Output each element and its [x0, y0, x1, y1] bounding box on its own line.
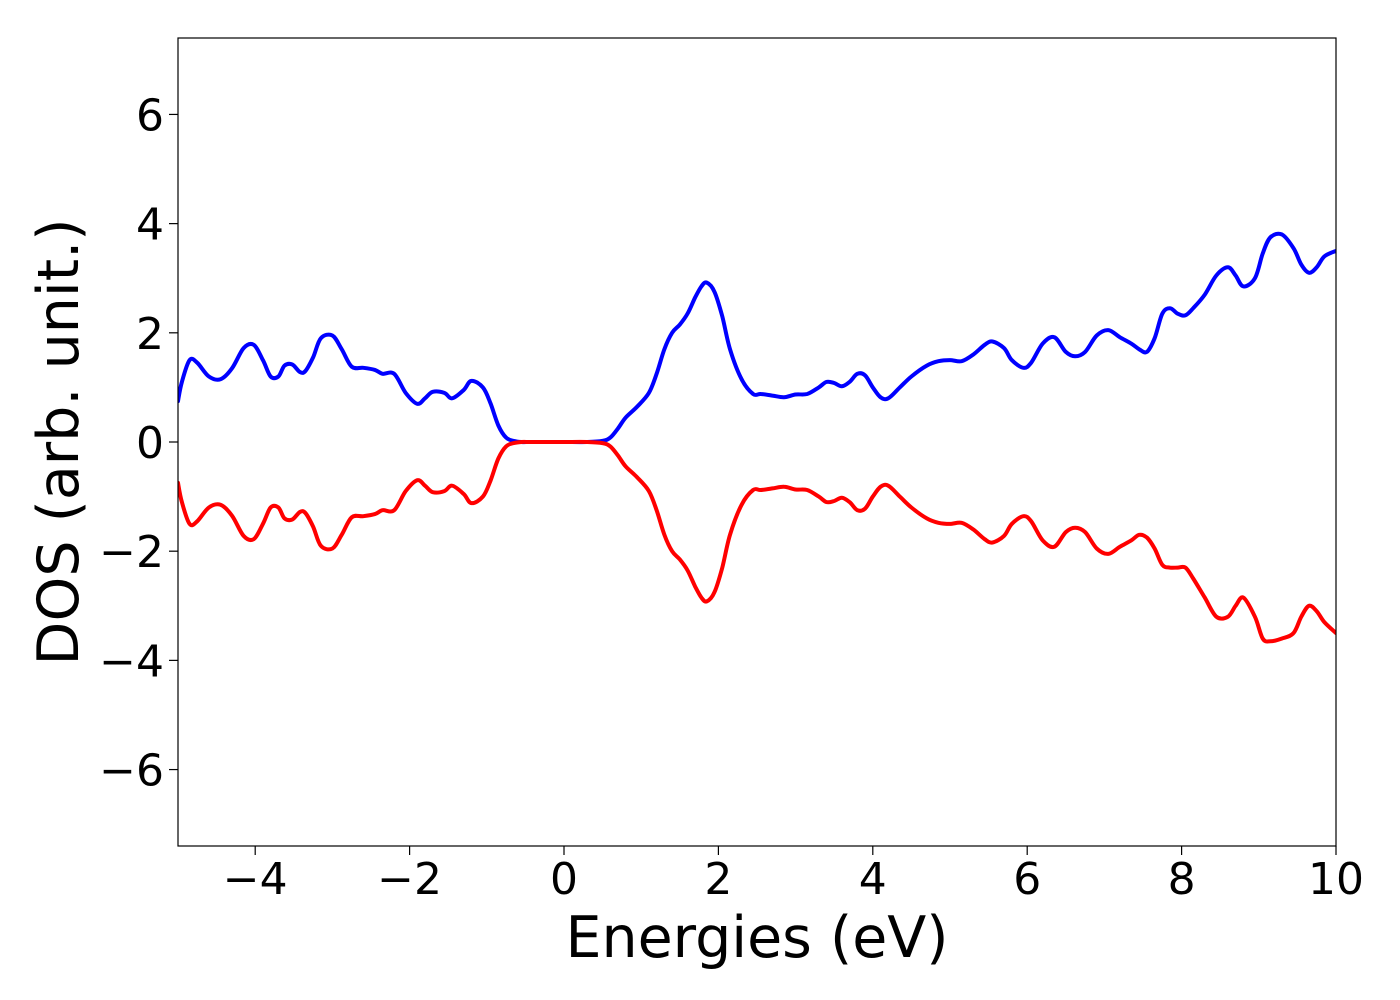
y-tick-label: 2 — [136, 309, 164, 360]
y-tick-label: −2 — [99, 527, 164, 578]
x-tick-label: −4 — [223, 854, 288, 905]
y-axis-label: DOS (arb. unit.) — [26, 219, 92, 666]
y-axis: −6 −4 −2 0 2 4 6 — [99, 90, 178, 797]
y-tick-label: 4 — [136, 200, 164, 251]
x-axis: −4 −2 0 2 4 6 8 10 — [223, 846, 1364, 905]
y-tick-label: 6 — [136, 90, 164, 141]
x-tick-label: −2 — [377, 854, 442, 905]
series-line-2 — [178, 439, 1336, 644]
x-tick-label: 0 — [550, 854, 578, 905]
x-tick-label: 6 — [1013, 854, 1041, 905]
y-tick-label: 0 — [136, 418, 164, 469]
y-tick-label: −4 — [99, 636, 164, 687]
series-line-1 — [178, 231, 1336, 445]
y-tick-label: −6 — [99, 746, 164, 797]
series-layer — [178, 231, 1336, 644]
x-axis-label: Energies (eV) — [565, 905, 948, 971]
x-tick-label: 10 — [1308, 854, 1364, 905]
x-tick-label: 8 — [1168, 854, 1196, 905]
x-tick-label: 2 — [704, 854, 732, 905]
x-tick-label: 4 — [859, 854, 887, 905]
